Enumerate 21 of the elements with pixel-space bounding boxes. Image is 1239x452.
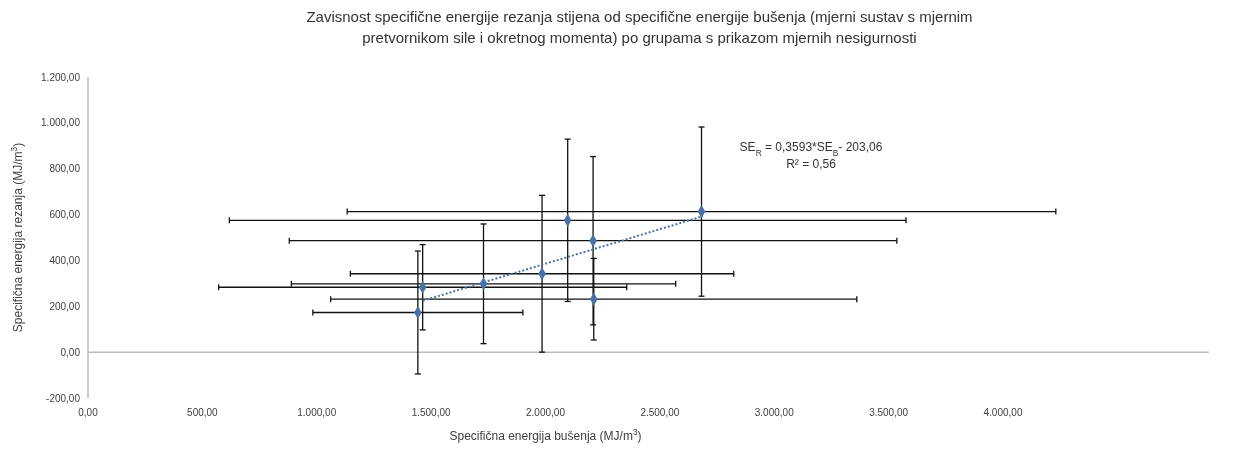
- y-tick-label: 1.000,00: [41, 117, 81, 129]
- annotation: R² = 0,56: [786, 157, 837, 171]
- y-tick-label: 600,00: [49, 209, 81, 221]
- x-tick-label: 2.500,00: [640, 407, 680, 418]
- y-tick-label: -200,00: [46, 392, 81, 404]
- annotation: SE$_{R}$ = 0,3593*SE$_{B}$- 203,06: [739, 140, 883, 158]
- x-axis-title: Specifična energija bušenja (MJ/m$^{3}$): [449, 427, 642, 443]
- x-tick-label: 3.000,00: [754, 407, 795, 418]
- y-tick-label: 0,00: [60, 346, 81, 358]
- x-tick-label: 3.500,00: [869, 407, 909, 418]
- y-tick-label: 800,00: [49, 163, 81, 175]
- y-tick-label: 200,00: [49, 300, 81, 312]
- y-tick-label: 400,00: [49, 254, 81, 266]
- x-tick-label: 4.000,00: [983, 407, 1023, 418]
- x-tick-label: 2.000,00: [526, 407, 566, 418]
- x-tick-label: 1.000,00: [297, 407, 337, 418]
- chart-title: Zavisnost specifične energije rezanja stijena od specifične energije bušenja (mjerni sustav s mjernim pretvornikom sile i okretnog momenta) po grupama s prikazom mjernih nesigurnosti: [306, 8, 973, 46]
- x-tick-label: 1.500,00: [411, 407, 452, 418]
- y-tick-label: 1.200,00: [41, 71, 81, 83]
- x-tick-label: 0,00: [78, 407, 99, 418]
- x-tick-label: 500,00: [187, 407, 219, 418]
